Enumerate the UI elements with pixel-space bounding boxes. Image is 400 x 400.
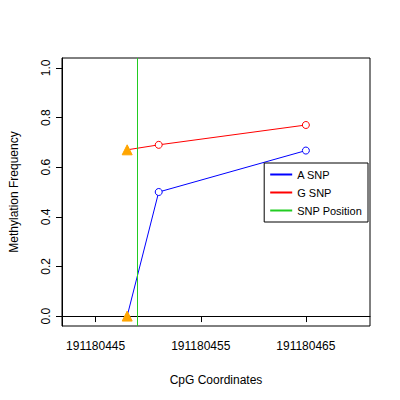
svg-text:A SNP: A SNP <box>297 169 329 181</box>
svg-text:1.0: 1.0 <box>39 59 53 76</box>
svg-text:191180455: 191180455 <box>171 339 231 353</box>
svg-text:Methylation Frequency: Methylation Frequency <box>7 131 21 252</box>
svg-text:0.6: 0.6 <box>39 159 53 176</box>
svg-text:191180465: 191180465 <box>276 339 336 353</box>
svg-text:0.8: 0.8 <box>39 109 53 126</box>
svg-text:0.4: 0.4 <box>39 208 53 225</box>
svg-text:0.0: 0.0 <box>39 307 53 324</box>
svg-text:G SNP: G SNP <box>297 187 331 199</box>
svg-text:CpG Coordinates: CpG Coordinates <box>170 373 263 387</box>
svg-text:0.2: 0.2 <box>39 258 53 275</box>
svg-text:191180445: 191180445 <box>66 339 126 353</box>
svg-text:SNP Position: SNP Position <box>297 205 362 217</box>
